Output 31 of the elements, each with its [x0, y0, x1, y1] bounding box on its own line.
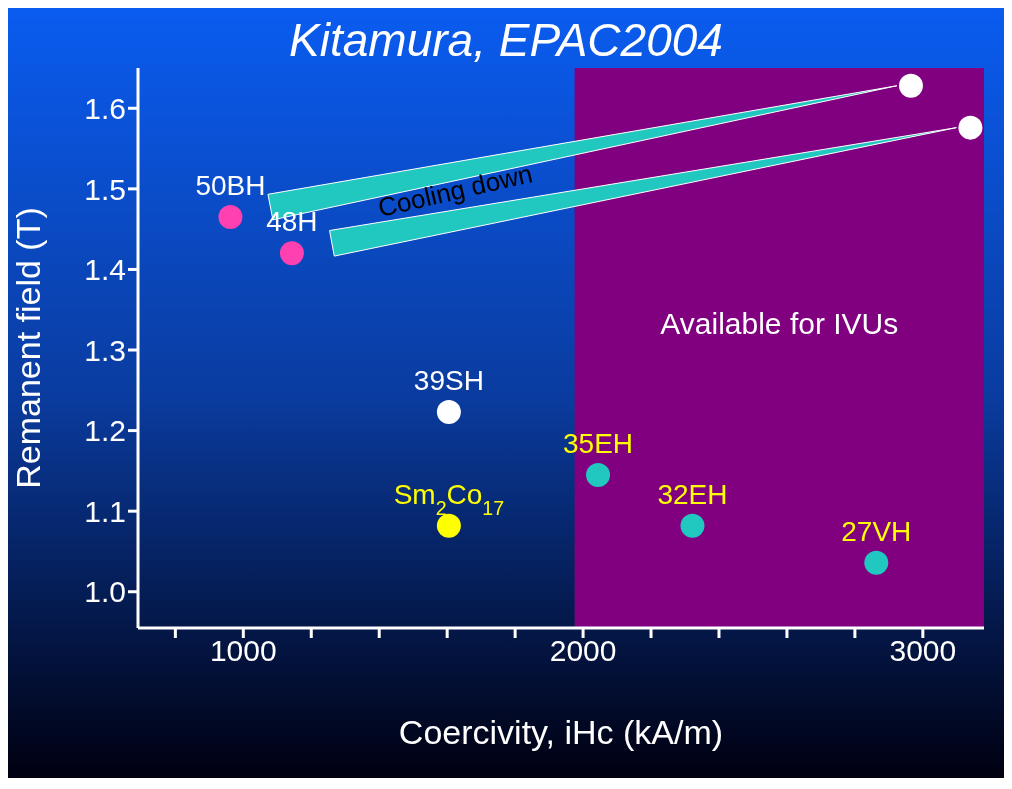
point [279, 241, 304, 266]
point [218, 205, 243, 230]
point [436, 513, 461, 538]
point [864, 550, 889, 575]
x-tick-label: 3000 [889, 634, 957, 668]
annotation: 27VH [841, 515, 912, 547]
point [586, 462, 611, 487]
annotation: 48H [266, 206, 318, 238]
y-tick-label: 1.1 [84, 494, 126, 528]
point [958, 115, 983, 140]
y-tick-label: 1.2 [84, 414, 126, 448]
y-tick-label: 1.0 [84, 575, 126, 609]
annotation: 50BH [195, 170, 266, 202]
annotation: Cooling down [375, 158, 536, 223]
annotation: 39SH [413, 365, 484, 397]
annotation: Sm$_{2}$Co$_{17}$ [393, 478, 505, 519]
y-tick-label: 1.3 [84, 333, 126, 367]
band-label: Available for IVUs [660, 307, 899, 341]
point [680, 513, 705, 538]
point [898, 73, 923, 98]
y-tick-label: 1.4 [84, 253, 126, 287]
y-tick-label: 1.6 [84, 91, 126, 125]
annotation: 35EH [563, 427, 634, 459]
x-tick-label: 2000 [549, 634, 617, 668]
chart-title: Kitamura, EPAC2004 [288, 13, 724, 67]
annotation: 32EH [657, 478, 728, 510]
x-axis-title: Coercivity, iHc (kA/m) [397, 713, 725, 752]
y-tick-label: 1.5 [84, 172, 126, 206]
y-axis-title: Remanent field (T) [9, 207, 48, 489]
x-tick-label: 1000 [209, 634, 277, 668]
point [436, 400, 461, 425]
